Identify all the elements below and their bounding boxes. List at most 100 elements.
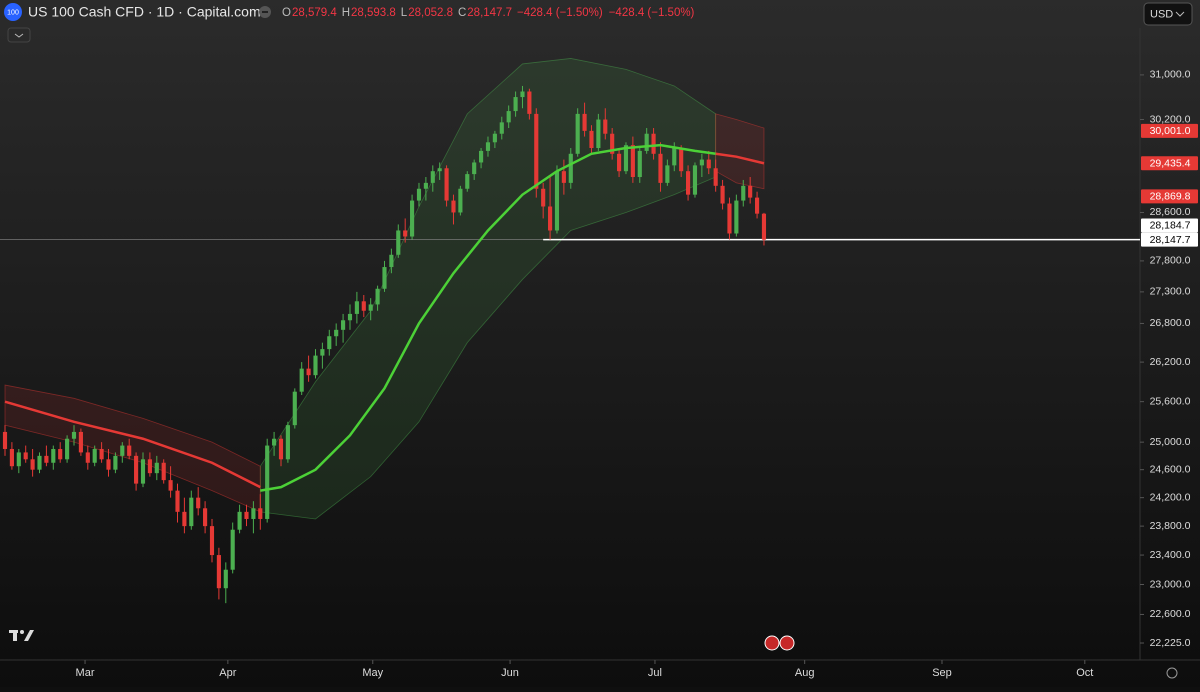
candle-body: [2, 431, 8, 449]
candle-body: [92, 448, 97, 463]
candle-body: [527, 91, 532, 114]
candle-body: [327, 336, 332, 350]
candle-body: [320, 349, 325, 356]
price-label-box: [1141, 156, 1198, 171]
candle-body: [161, 462, 166, 481]
y-tick-label: 26,200.0: [1150, 356, 1191, 368]
candle-body: [761, 213, 767, 240]
candle-body: [58, 448, 63, 460]
candle-body: [727, 203, 732, 234]
plot-area: [0, 58, 1140, 604]
settings-icon[interactable]: [1166, 667, 1178, 679]
candle-body: [85, 452, 90, 463]
candle-body: [278, 438, 284, 460]
x-tick-label: Oct: [1076, 667, 1093, 679]
currency-label: USD: [1150, 8, 1173, 20]
x-tick-label: Jun: [501, 667, 519, 679]
y-tick-label: 24,600.0: [1150, 463, 1191, 475]
candle-body: [630, 145, 635, 178]
y-tick-label: 24,200.0: [1150, 491, 1191, 503]
candle-body: [382, 267, 387, 289]
ohlc-key: L: [401, 7, 408, 19]
candle-body: [216, 555, 221, 589]
candle-body: [9, 448, 14, 467]
candle-body: [403, 230, 408, 237]
candle-body: [720, 185, 725, 204]
candle-body: [347, 313, 353, 321]
candle-body: [465, 174, 470, 189]
candle-body: [506, 111, 511, 123]
candle-body: [140, 459, 146, 484]
candle-body: [230, 529, 235, 570]
candle-body: [30, 459, 35, 470]
candle-body: [610, 133, 615, 154]
expand-button[interactable]: [7, 27, 31, 43]
expand-icon: [14, 33, 24, 38]
candle-body: [554, 171, 560, 231]
candle-body: [209, 526, 215, 556]
candle-body: [713, 168, 718, 186]
candle-body: [113, 455, 118, 470]
currency-button[interactable]: [1143, 2, 1193, 26]
y-tick-label: 22,225.0: [1150, 637, 1191, 649]
x-tick-label: Mar: [76, 667, 95, 679]
ohlc-key: O: [282, 7, 291, 19]
y-tick-label: 25,600.0: [1150, 395, 1191, 407]
moving-average: [260, 143, 716, 492]
candle-body: [389, 254, 394, 268]
candle-body: [699, 159, 704, 166]
x-tick-label: Jul: [648, 667, 662, 679]
candle-body: [368, 304, 373, 311]
candle-body: [127, 445, 132, 456]
y-tick-label: 30,200.0: [1150, 113, 1191, 125]
candle-body: [37, 455, 42, 470]
price-label-box: [1141, 232, 1198, 247]
candle-body: [361, 301, 366, 311]
ohlc-value: 28,147.7: [467, 7, 512, 19]
candle-body: [120, 445, 125, 456]
candle-body: [575, 113, 580, 154]
price-label-box: [1141, 189, 1198, 204]
event-icon[interactable]: [764, 635, 780, 651]
logo-part: [13, 630, 17, 641]
logo-part: [24, 630, 34, 641]
candle-body: [479, 150, 484, 163]
y-tick-label: 27,300.0: [1150, 286, 1191, 298]
candle-body: [637, 150, 642, 178]
x-tick-label: May: [362, 667, 383, 679]
candle-body: [692, 165, 698, 195]
candle-body: [23, 452, 28, 460]
candle-body: [644, 133, 649, 151]
candle-body: [472, 162, 477, 175]
change-value: −428.4 (−1.50%): [517, 7, 603, 19]
candle-body: [686, 171, 691, 195]
candle-body: [548, 206, 553, 231]
candle-body: [561, 171, 566, 183]
ohlc-key: C: [458, 7, 466, 19]
candle-body: [396, 230, 401, 255]
candle-body: [182, 511, 187, 527]
candle-body: [299, 368, 304, 392]
candle-body: [734, 200, 739, 234]
price-label: 28,184.7: [1150, 220, 1191, 232]
candle-body: [423, 182, 428, 189]
candle-body: [651, 133, 656, 154]
candle-body: [285, 425, 290, 460]
candle-body: [748, 185, 753, 198]
candle-body: [237, 511, 242, 530]
candle-body: [706, 159, 711, 169]
candle-body: [568, 153, 573, 183]
candle-body: [313, 355, 318, 376]
y-tick-label: 23,000.0: [1150, 578, 1191, 590]
brand-logo: [9, 630, 34, 641]
ohlc-value: 28,052.8: [408, 7, 453, 19]
candle-body: [741, 185, 746, 201]
event-icon[interactable]: [779, 635, 795, 651]
candle-body: [147, 459, 152, 474]
y-tick-label: 23,400.0: [1150, 549, 1191, 561]
candle-body: [437, 168, 442, 172]
candle-body: [444, 168, 449, 201]
symbol-title[interactable]: US 100 Cash CFD · 1D · Capital.com: [28, 4, 261, 20]
